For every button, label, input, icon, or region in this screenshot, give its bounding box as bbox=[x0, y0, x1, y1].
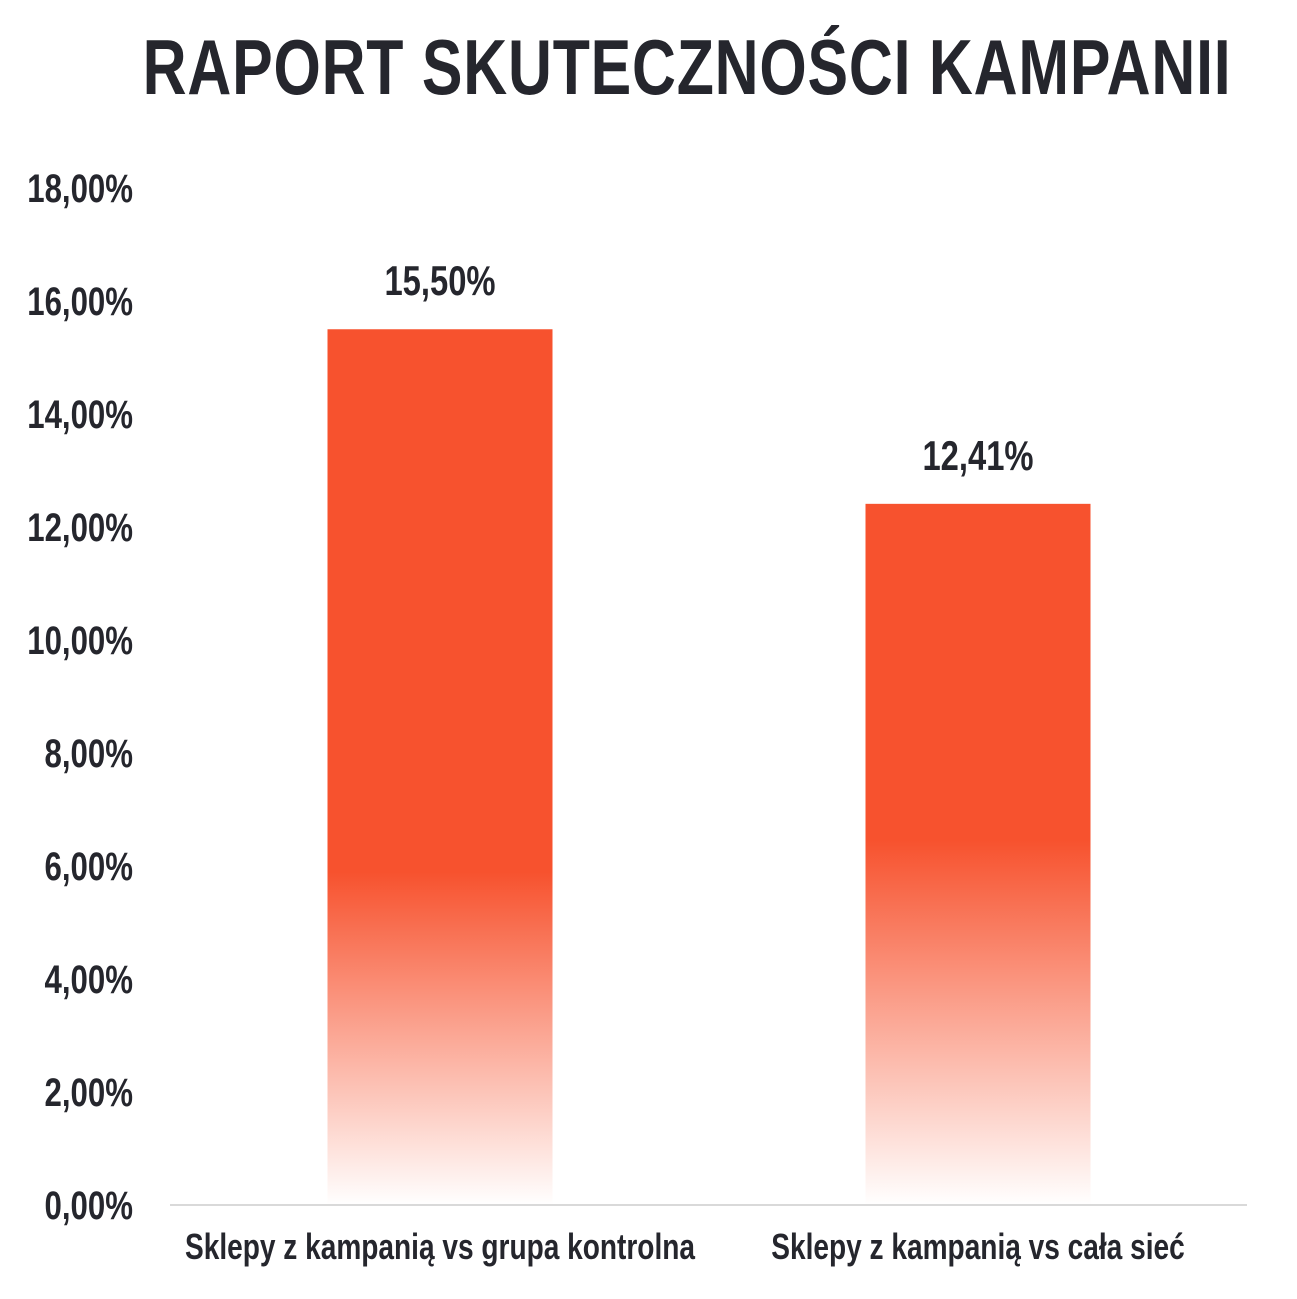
x-axis-categories: Sklepy z kampanią vs grupa kontrolna Skle… bbox=[185, 1227, 1185, 1267]
bar bbox=[865, 503, 1091, 1206]
y-tick-label: 16,00% bbox=[27, 279, 133, 324]
y-axis-ticks: 0,00% 2,00% 4,00% 6,00% 8,00% 10,00% 12,00% 14,… bbox=[27, 166, 133, 1228]
y-tick-label: 4,00% bbox=[45, 957, 133, 1002]
y-tick-label: 14,00% bbox=[27, 392, 133, 437]
y-tick-label: 12,00% bbox=[27, 505, 133, 550]
bar bbox=[327, 329, 553, 1205]
x-category-label: Sklepy z kampanią vs cała sieć bbox=[771, 1227, 1184, 1267]
data-label: 12,41% bbox=[922, 432, 1033, 479]
y-tick-label: 10,00% bbox=[27, 618, 133, 663]
x-category-label: Sklepy z kampanią vs grupa kontrolna bbox=[185, 1227, 696, 1267]
y-tick-label: 18,00% bbox=[27, 166, 133, 211]
y-tick-label: 0,00% bbox=[45, 1183, 133, 1228]
data-label: 15,50% bbox=[384, 257, 495, 304]
y-tick-label: 6,00% bbox=[45, 844, 133, 889]
chart-title: RAPORT SKUTECZNOŚCI KAMPANII bbox=[142, 23, 1232, 111]
y-tick-label: 2,00% bbox=[45, 1070, 133, 1115]
y-tick-label: 8,00% bbox=[45, 731, 133, 776]
bars: 15,50% 12,41% bbox=[327, 257, 1091, 1206]
